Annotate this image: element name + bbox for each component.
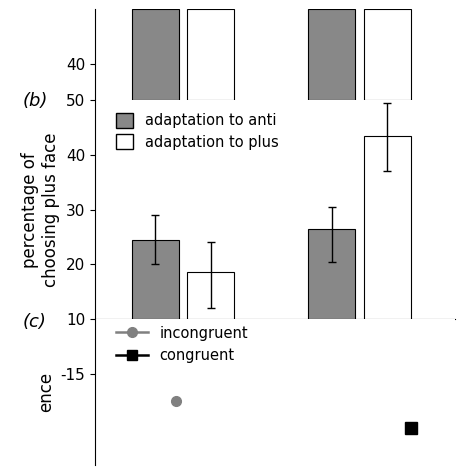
Bar [364, 136, 411, 374]
Bar [308, 229, 355, 374]
Y-axis label: percentage of
choosing plus face: percentage of choosing plus face [21, 132, 60, 287]
Bar [132, 9, 179, 100]
Text: (b): (b) [23, 92, 48, 110]
Bar [132, 240, 179, 374]
Bar [187, 9, 235, 100]
Bar [364, 9, 411, 100]
Text: (c): (c) [23, 313, 46, 331]
Bar [308, 9, 355, 100]
Legend: incongruent, congruent: incongruent, congruent [113, 323, 251, 366]
Bar [187, 273, 235, 374]
Y-axis label: ence: ence [37, 372, 55, 412]
Legend: adaptation to anti, adaptation to plus: adaptation to anti, adaptation to plus [113, 110, 282, 153]
